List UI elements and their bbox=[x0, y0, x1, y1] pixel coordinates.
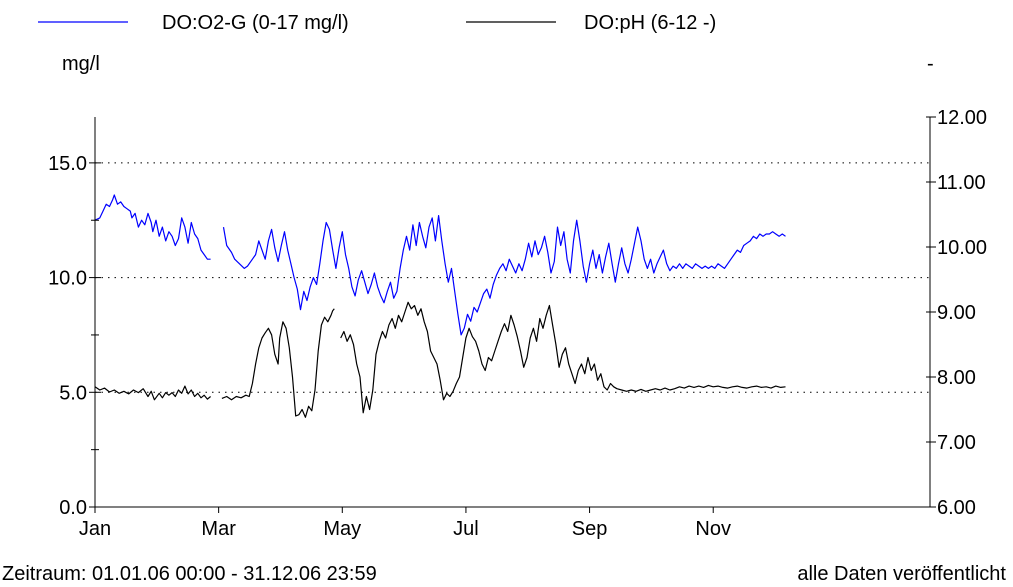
series-1-segment-0 bbox=[94, 385, 211, 401]
x-axis-ticks: Jan Mar May Jul Sep Nov bbox=[79, 507, 731, 540]
x-tick-label: May bbox=[323, 518, 361, 540]
legend: DO:O2-G (0-17 mg/l) DO:pH (6-12 -) bbox=[38, 12, 716, 34]
x-tick-label: Sep bbox=[572, 518, 608, 540]
right-tick-label: 9.00 bbox=[937, 302, 976, 324]
series-layer bbox=[94, 194, 786, 418]
right-axis-unit: - bbox=[927, 53, 934, 75]
series-1-segment-1 bbox=[221, 308, 335, 418]
legend-label-ph: DO:pH (6-12 -) bbox=[584, 12, 716, 34]
left-tick-label: 5.0 bbox=[59, 382, 87, 404]
right-tick-label: 7.00 bbox=[937, 432, 976, 454]
right-tick-label: 11.00 bbox=[937, 172, 986, 194]
left-axis-ticks: 0.0 5.0 10.0 15.0 bbox=[48, 153, 101, 519]
right-tick-label: 10.00 bbox=[937, 237, 987, 259]
left-tick-label: 0.0 bbox=[59, 497, 87, 519]
left-tick-label: 10.0 bbox=[48, 268, 87, 290]
legend-label-o2: DO:O2-G (0-17 mg/l) bbox=[162, 12, 349, 34]
axes bbox=[94, 117, 931, 508]
grid-lines bbox=[95, 162, 930, 393]
left-axis-unit: mg/l bbox=[62, 53, 100, 75]
x-tick-label: Nov bbox=[695, 518, 731, 540]
footer-status: alle Daten veröffentlicht bbox=[797, 563, 1006, 585]
series-0-segment-0 bbox=[94, 194, 211, 260]
x-tick-label: Mar bbox=[201, 518, 236, 540]
left-tick-label: 15.0 bbox=[48, 153, 87, 175]
series-1-segment-2 bbox=[340, 301, 786, 414]
right-tick-label: 8.00 bbox=[937, 367, 976, 389]
x-tick-label: Jan bbox=[79, 518, 111, 540]
right-tick-label: 6.00 bbox=[937, 497, 976, 519]
series-0-segment-1 bbox=[222, 215, 786, 336]
x-tick-label: Jul bbox=[453, 518, 479, 540]
right-axis-ticks: 6.00 7.00 8.00 9.00 10.00 11.00 12.00 bbox=[926, 107, 987, 519]
footer-period: Zeitraum: 01.01.06 00:00 - 31.12.06 23:5… bbox=[2, 563, 377, 585]
right-tick-label: 12.00 bbox=[937, 107, 987, 129]
